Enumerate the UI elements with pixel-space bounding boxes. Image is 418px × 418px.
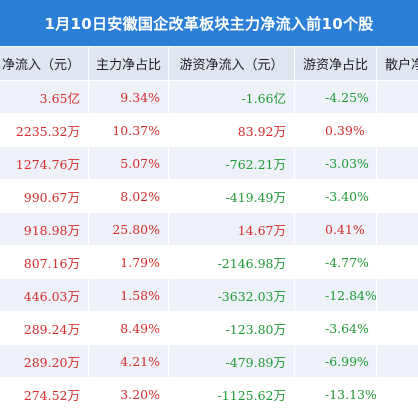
hot-money-ratio-cell: -4.77%	[294, 245, 377, 279]
main-inflow-cell: 1274.76万	[0, 146, 89, 180]
hot-money-ratio-cell: -3.40%	[294, 179, 377, 213]
hot-money-ratio-cell: -4.25%	[294, 80, 377, 114]
main-ratio-cell: 9.34%	[88, 80, 169, 114]
hot-money-inflow-cell: -1125.62万	[168, 377, 295, 411]
main-ratio-cell: 4.21%	[88, 344, 169, 378]
fund-flow-table-container: 净流入（元） 主力净占比 游资净流入（元） 游资净占比 散户净 3.65亿9.3…	[0, 46, 418, 418]
hot-money-inflow-cell: -762.21万	[168, 146, 295, 180]
table-title: 1月10日安徽国企改革板块主力净流入前10个股	[0, 0, 418, 46]
table-header-row: 净流入（元） 主力净占比 游资净流入（元） 游资净占比 散户净	[0, 46, 418, 81]
hot-money-ratio-cell: -3.64%	[294, 311, 377, 345]
table-row: 274.52万 3.20% -1125.62万 -13.13%	[0, 377, 418, 411]
hot-money-inflow-cell: -123.80万	[168, 311, 295, 345]
main-inflow-cell: 918.98万	[0, 212, 89, 246]
retail-inflow-cell	[376, 278, 418, 312]
table-row: 3.65亿 9.34% -1.66亿 -4.25%	[0, 80, 418, 114]
retail-inflow-cell	[376, 212, 418, 246]
table-row: 289.20万 4.21% -479.89万 -6.99%	[0, 344, 418, 378]
retail-inflow-cell	[376, 344, 418, 378]
retail-inflow-cell	[376, 113, 418, 147]
main-ratio-cell: 1.58%	[88, 278, 169, 312]
hot-money-inflow-cell: -3632.03万	[168, 278, 295, 312]
header-retail-inflow: 散户净	[376, 46, 418, 81]
hot-money-inflow-cell: 14.67万	[168, 212, 295, 246]
hot-money-ratio-cell: 0.39%	[294, 113, 377, 147]
main-ratio-cell: 25.80%	[88, 212, 169, 246]
main-inflow-cell: 2235.32万	[0, 113, 89, 147]
main-ratio-cell: 5.07%	[88, 146, 169, 180]
hot-money-ratio-cell: -13.13%	[294, 377, 377, 411]
header-hot-money-ratio: 游资净占比	[294, 46, 377, 81]
header-main-ratio: 主力净占比	[88, 46, 169, 81]
fund-flow-table: 净流入（元） 主力净占比 游资净流入（元） 游资净占比 散户净 3.65亿9.3…	[0, 46, 418, 411]
retail-inflow-cell	[376, 245, 418, 279]
main-inflow-cell: 990.67万	[0, 179, 89, 213]
header-main-inflow: 净流入（元）	[0, 46, 89, 81]
main-ratio-cell: 10.37%	[88, 113, 169, 147]
retail-inflow-cell	[376, 377, 418, 411]
table-row: 918.98万 25.80% 14.67万 0.41%	[0, 212, 418, 246]
main-inflow-cell: 289.20万	[0, 344, 89, 378]
main-ratio-cell: 1.79%	[88, 245, 169, 279]
hot-money-ratio-cell: -6.99%	[294, 344, 377, 378]
retail-inflow-cell	[376, 311, 418, 345]
table-row: 1274.76万 5.07% -762.21万 -3.03%	[0, 146, 418, 180]
hot-money-ratio-cell: -12.84%	[294, 278, 377, 312]
hot-money-inflow-cell: -1.66亿	[168, 80, 295, 114]
main-inflow-cell: 807.16万	[0, 245, 89, 279]
main-inflow-cell: 446.03万	[0, 278, 89, 312]
table-row: 2235.32万 10.37% 83.92万 0.39%	[0, 113, 418, 147]
main-ratio-cell: 8.49%	[88, 311, 169, 345]
main-inflow-cell: 289.24万	[0, 311, 89, 345]
main-ratio-cell: 8.02%	[88, 179, 169, 213]
main-inflow-cell: 3.65亿	[0, 80, 89, 114]
table-row: 990.67万 8.02% -419.49万 -3.40%	[0, 179, 418, 213]
hot-money-ratio-cell: 0.41%	[294, 212, 377, 246]
hot-money-ratio-cell: -3.03%	[294, 146, 377, 180]
table-row: 807.16万 1.79% -2146.98万 -4.77%	[0, 245, 418, 279]
hot-money-inflow-cell: -419.49万	[168, 179, 295, 213]
table-row: 289.24万 8.49% -123.80万 -3.64%	[0, 311, 418, 345]
retail-inflow-cell	[376, 146, 418, 180]
table-row: 446.03万 1.58% -3632.03万 -12.84%	[0, 278, 418, 312]
main-inflow-cell: 274.52万	[0, 377, 89, 411]
hot-money-inflow-cell: -479.89万	[168, 344, 295, 378]
retail-inflow-cell	[376, 80, 418, 114]
main-ratio-cell: 3.20%	[88, 377, 169, 411]
retail-inflow-cell	[376, 179, 418, 213]
hot-money-inflow-cell: -2146.98万	[168, 245, 295, 279]
hot-money-inflow-cell: 83.92万	[168, 113, 295, 147]
header-hot-money-inflow: 游资净流入（元）	[168, 46, 295, 81]
